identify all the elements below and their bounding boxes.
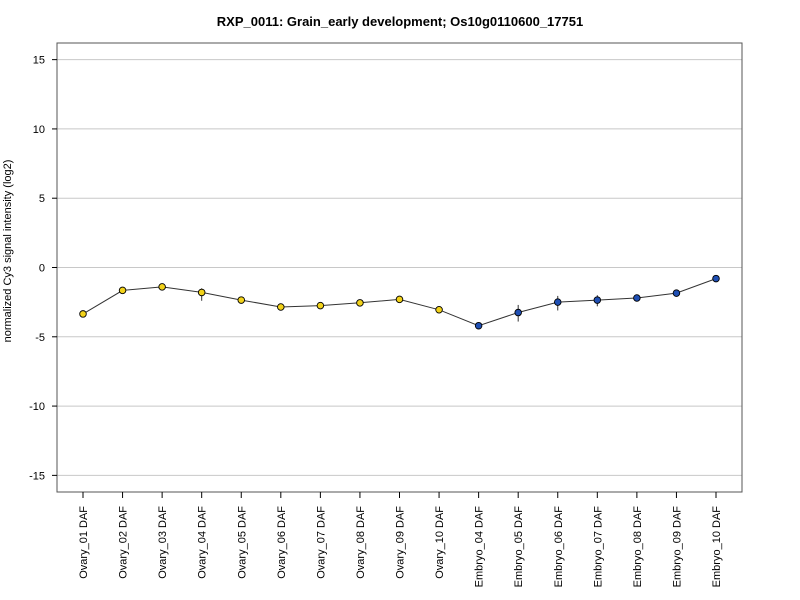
x-tick-label: Embryo_05 DAF: [513, 506, 525, 588]
data-series: [79, 274, 720, 330]
x-tick-label: Embryo_10 DAF: [711, 506, 723, 588]
y-tick-label: -10: [29, 401, 45, 413]
data-point: [158, 283, 166, 291]
x-axis: Ovary_01 DAF Ovary_02 DAF Ovary_03 DAF Ovar…: [78, 492, 723, 587]
x-tick-label: Embryo_09 DAF: [671, 506, 683, 588]
y-axis: -15 -10 -5 0 5 10 15: [29, 55, 57, 482]
y-tick-label: 15: [33, 55, 45, 67]
x-tick-label: Embryo_07 DAF: [592, 506, 604, 588]
data-point: [633, 294, 641, 302]
y-tick-label: 10: [33, 124, 45, 136]
y-axis-title: normalized Cy3 signal intensity (log2): [2, 160, 14, 343]
data-point: [554, 298, 562, 306]
data-point: [237, 296, 245, 304]
data-point: [712, 274, 720, 283]
grid-lines: [57, 59, 742, 476]
data-point: [474, 321, 483, 330]
y-tick-label: 0: [39, 263, 45, 275]
y-tick-label: -5: [35, 332, 45, 344]
x-tick-label: Ovary_02 DAF: [118, 506, 130, 579]
data-point: [316, 301, 325, 310]
x-tick-label: Ovary_09 DAF: [395, 506, 407, 579]
x-tick-label: Embryo_04 DAF: [474, 506, 486, 588]
chart-title: RXP_0011: Grain_early development; Os10g…: [217, 14, 583, 29]
data-point: [514, 308, 522, 317]
data-point: [277, 303, 285, 311]
x-tick-label: Embryo_06 DAF: [553, 506, 565, 588]
data-point: [356, 299, 364, 307]
data-point: [118, 286, 127, 295]
x-tick-label: Ovary_08 DAF: [355, 506, 367, 579]
x-tick-label: Ovary_01 DAF: [78, 506, 90, 579]
x-tick-label: Ovary_06 DAF: [276, 506, 288, 579]
x-tick-label: Ovary_10 DAF: [434, 506, 446, 579]
data-point: [593, 296, 602, 304]
y-tick-label: -15: [29, 470, 45, 482]
data-point: [672, 289, 681, 297]
data-point: [79, 310, 87, 318]
x-tick-label: Ovary_03 DAF: [157, 506, 169, 579]
data-point: [197, 288, 206, 297]
y-tick-label: 5: [39, 193, 45, 205]
x-tick-label: Embryo_08 DAF: [632, 506, 644, 588]
data-point: [395, 295, 404, 304]
x-tick-label: Ovary_07 DAF: [315, 506, 327, 579]
data-point: [435, 306, 443, 314]
x-tick-label: Ovary_04 DAF: [197, 506, 209, 579]
x-tick-label: Ovary_05 DAF: [236, 506, 248, 579]
